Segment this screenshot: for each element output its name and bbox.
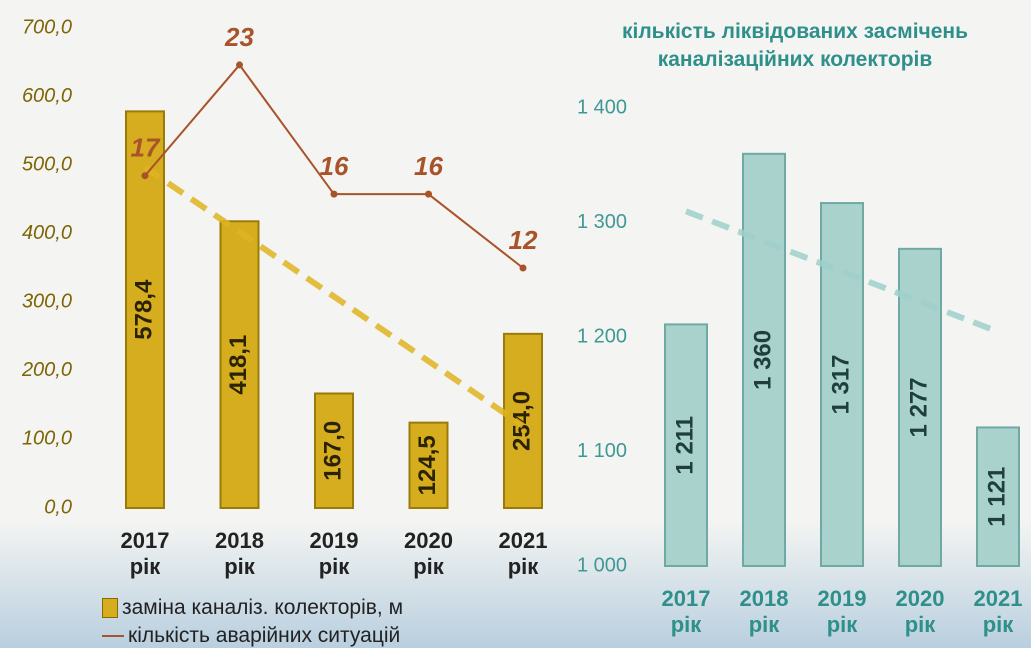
y-tick-label: 100,0 [22, 428, 72, 450]
value-label: 23 [224, 22, 254, 52]
value-label: 124,5 [414, 435, 441, 495]
marker [519, 264, 527, 272]
y-tick-label: 700,0 [22, 16, 72, 38]
value-label: 1 211 [671, 416, 698, 475]
marker [425, 190, 432, 198]
x-tick-label: 2019 рік [309, 528, 359, 579]
value-label: 1 121 [983, 467, 1010, 527]
legend-swatch [102, 635, 124, 638]
y-tick-label: 1 200 [577, 325, 627, 347]
trend-line [143, 164, 525, 429]
legend-entry: заміна каналіз. колекторів, м [102, 596, 403, 620]
value-label: 12 [509, 225, 538, 255]
y-tick-label: 600,0 [22, 85, 72, 107]
value-label: 16 [414, 151, 443, 181]
y-tick-label: 1 000 [577, 554, 627, 576]
marker [141, 172, 149, 180]
x-tick-label: 2021 рік [498, 528, 548, 579]
legend-label: кількість аварійних ситуацій [128, 624, 401, 647]
value-label: 1 277 [905, 377, 932, 437]
bar [664, 323, 708, 567]
bar [898, 247, 942, 568]
x-tick-label: 2021 рік [973, 586, 1023, 637]
y-tick-label: 500,0 [22, 153, 72, 175]
legend-label: заміна каналіз. колекторів, м [122, 596, 404, 619]
y-tick-label: 400,0 [22, 222, 72, 244]
x-tick-label: 2020 рік [895, 586, 945, 637]
value-label: 17 [131, 133, 161, 163]
x-tick-label: 2018 рік [739, 586, 789, 637]
value-label: 167,0 [319, 421, 346, 481]
bar [219, 220, 260, 509]
legend-swatch [102, 598, 118, 619]
y-tick-label: 0,0 [44, 496, 72, 518]
bar [742, 152, 786, 568]
x-tick-label: 2019 рік [817, 586, 867, 637]
x-tick-label: 2017 рік [661, 586, 711, 637]
bar [314, 392, 354, 509]
chart-title: кількість ліквідованих засмічень каналіз… [621, 20, 968, 71]
marker [330, 190, 338, 198]
y-tick-label: 1 300 [577, 211, 627, 233]
y-tick-label: 1 100 [577, 440, 627, 462]
marker [236, 61, 243, 69]
y-tick-label: 300,0 [22, 291, 72, 313]
value-label: 254,0 [508, 391, 535, 451]
value-label: 1 360 [749, 330, 776, 390]
y-tick-label: 200,0 [21, 359, 72, 381]
x-tick-label: 2020 рік [404, 528, 453, 579]
value-label: 578,4 [130, 279, 157, 340]
y-tick-label: 1 400 [577, 96, 627, 118]
x-tick-label: 2017 рік [120, 528, 170, 579]
x-tick-label: 2018 рік [215, 528, 264, 579]
bar [408, 421, 449, 509]
bar [976, 426, 1020, 567]
value-label: 418,1 [225, 335, 252, 395]
value-label: 16 [320, 151, 349, 181]
value-label: 1 317 [827, 354, 854, 414]
legend-entry: кількість аварійних ситуацій [102, 624, 400, 648]
bar [503, 332, 543, 510]
